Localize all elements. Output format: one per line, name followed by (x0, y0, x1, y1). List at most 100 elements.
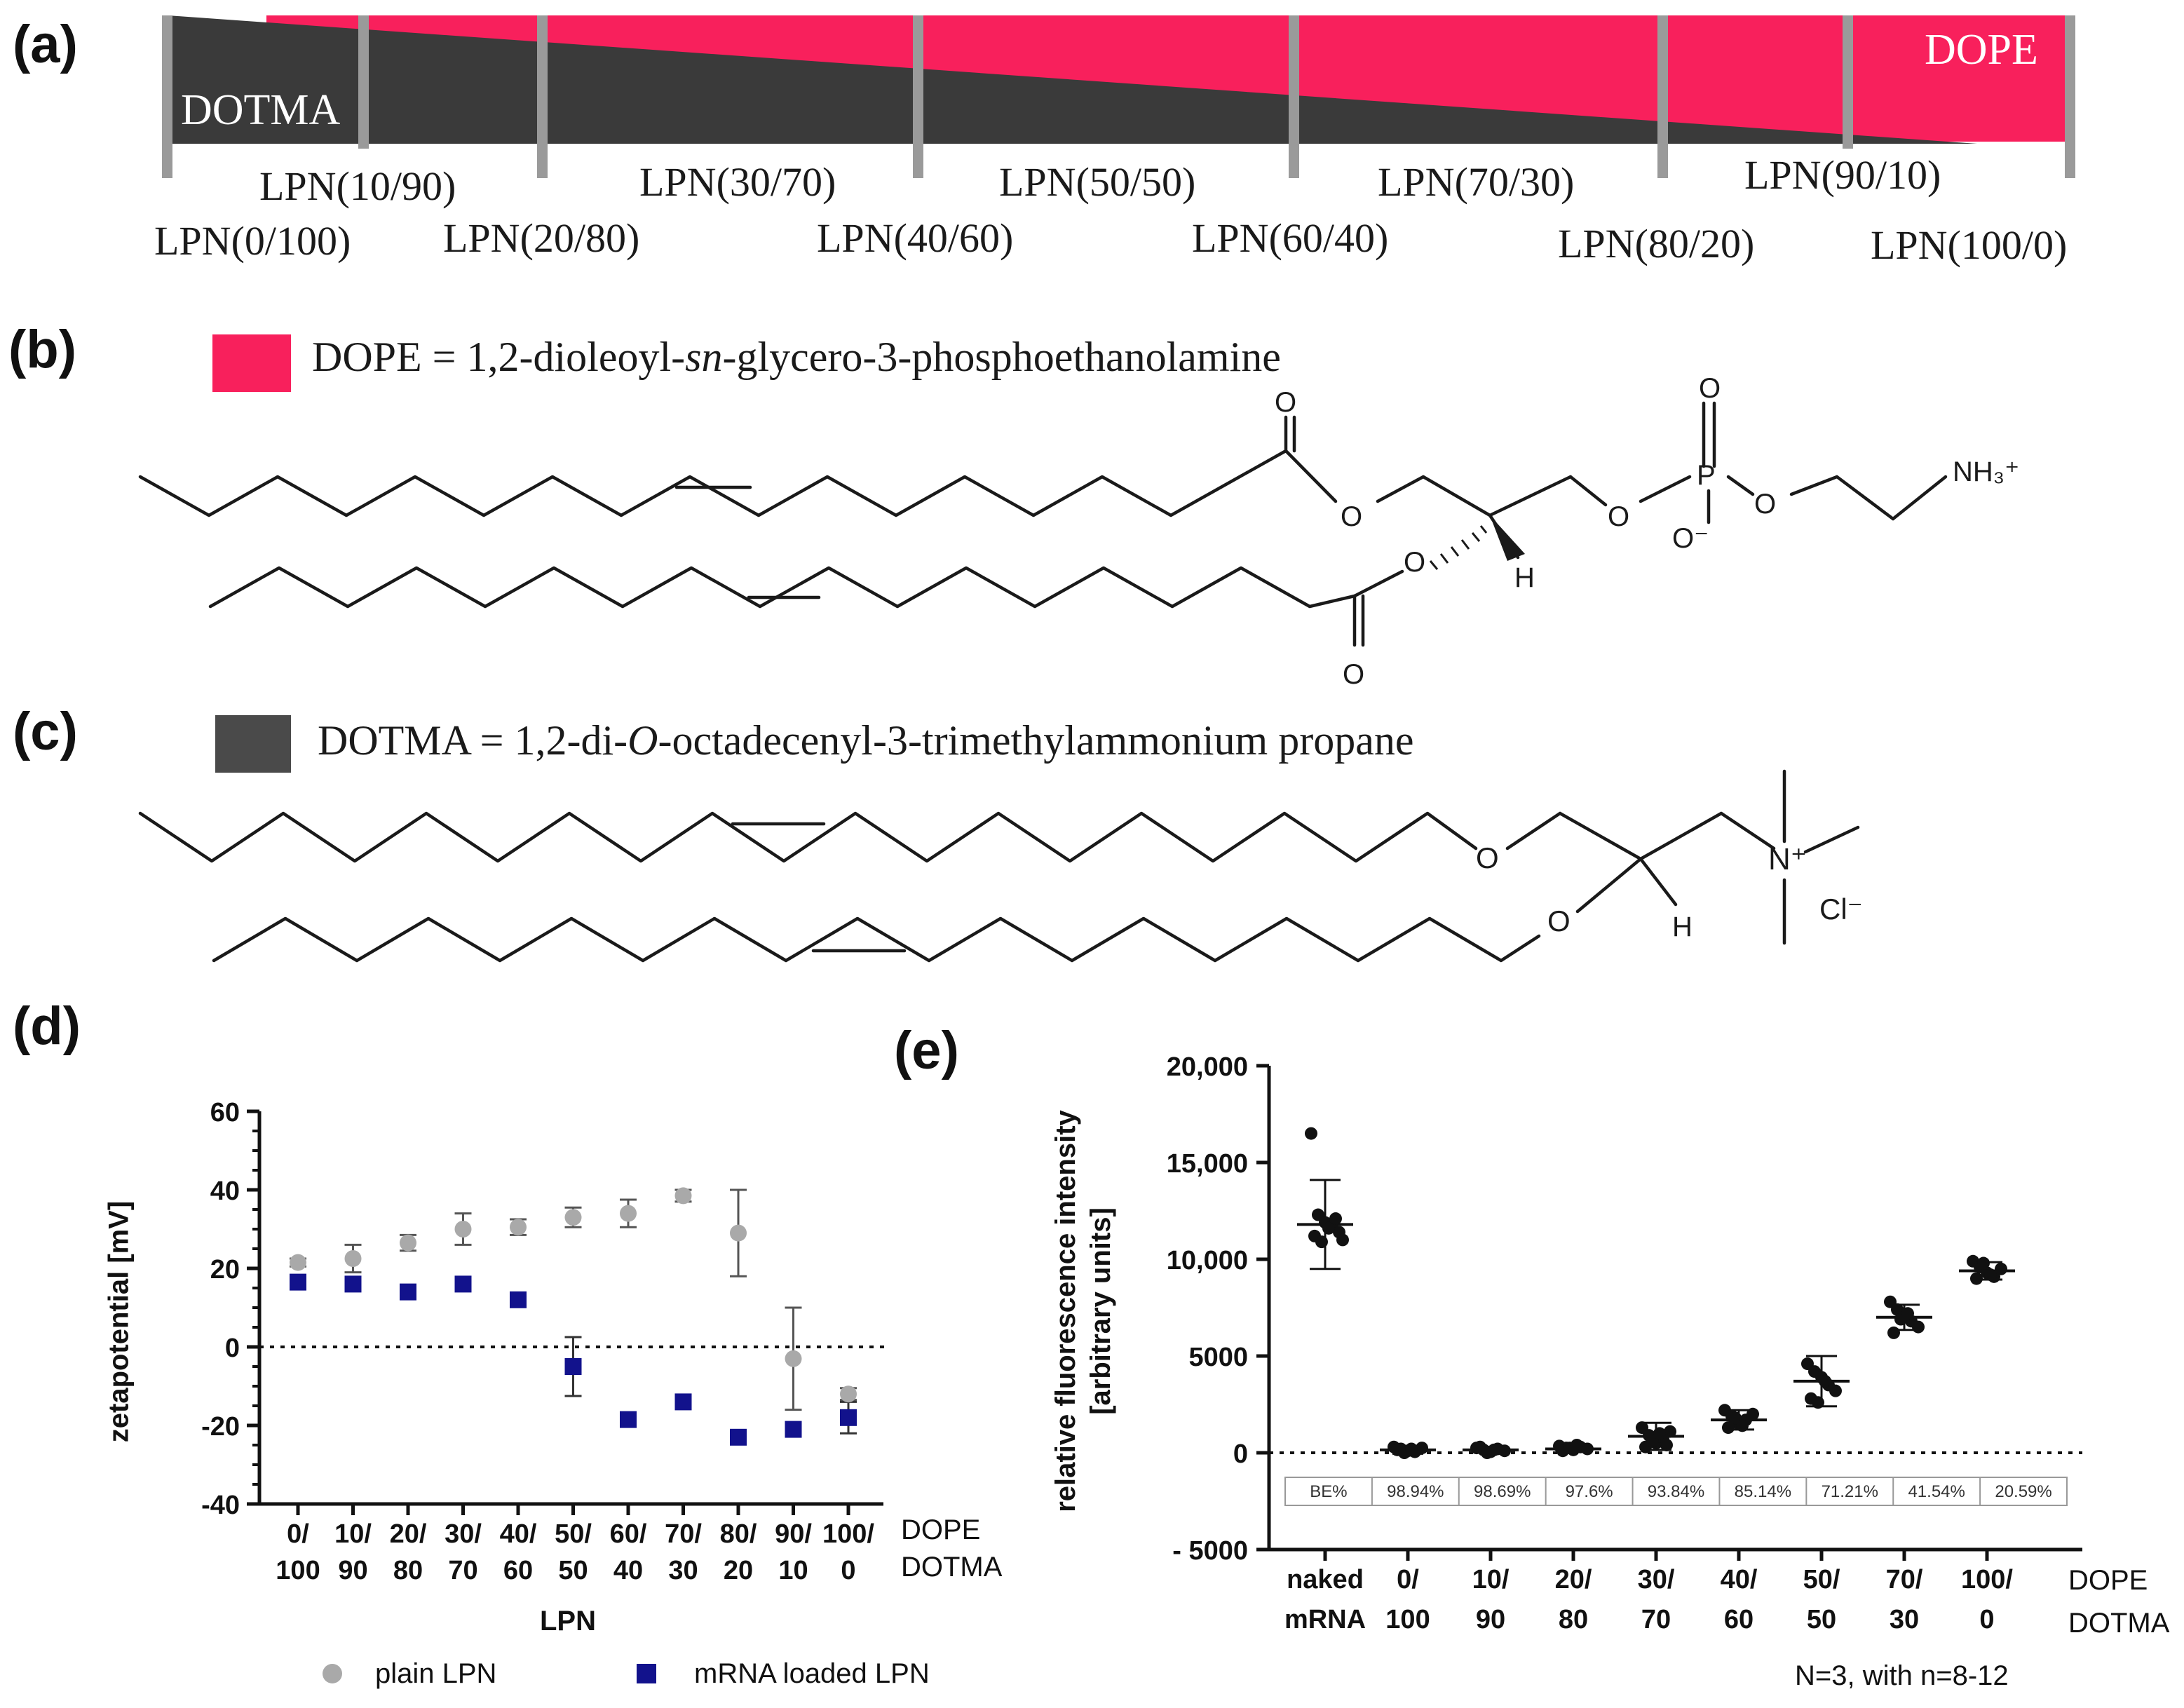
be-table-cell: 20.59% (1995, 1482, 2051, 1501)
fluor-point (1801, 1357, 1814, 1371)
fluor-point (1639, 1440, 1652, 1453)
fluor-ylabel-line1: relative fluorescence intensity (1050, 1110, 1081, 1512)
fluor-point (1739, 1414, 1752, 1427)
fluor-point (1653, 1427, 1666, 1440)
fluor-point (1746, 1407, 1759, 1421)
zeta-xtick-bottom: 100 (276, 1556, 320, 1585)
fluor-point (1322, 1221, 1335, 1235)
fluor-xtick-top: 40/ (1721, 1565, 1758, 1594)
fluor-point (1470, 1442, 1483, 1455)
panel-label-b: (b) (8, 320, 77, 379)
plain-lpn-point (840, 1385, 857, 1403)
zeta-xtick-bottom: 70 (448, 1556, 477, 1585)
zeta-xtick-bottom: 50 (558, 1556, 588, 1585)
dope-atom-h: H (1514, 562, 1535, 593)
zeta-ytick-label: -20 (201, 1412, 240, 1442)
fluor-xtick-bottom: 70 (1641, 1605, 1671, 1634)
fluor-point (1474, 1440, 1486, 1453)
lpn-label-40-60: LPN(40/60) (817, 215, 1014, 261)
fluor-point (1912, 1320, 1925, 1334)
plain-lpn-point (400, 1234, 416, 1252)
plain-lpn-point (454, 1221, 472, 1238)
panel-label-a: (a) (13, 15, 78, 74)
fluor-ylabel-anchor: relative fluorescence intensity [arbitra… (1050, 1110, 1118, 1512)
panel-label-c: (c) (13, 702, 78, 761)
plain-lpn-point (620, 1205, 637, 1222)
fluor-point (1308, 1229, 1321, 1242)
lpn-label-100-0: LPN(100/0) (1871, 222, 2068, 268)
fluor-ytick-label: - 5000 (1172, 1536, 1248, 1566)
fluor-xtick-top: 70/ (1886, 1565, 1923, 1594)
fluor-point (1812, 1396, 1824, 1409)
dope-atom-o-3: O (1608, 501, 1630, 532)
be-table-cell: BE% (1310, 1482, 1347, 1501)
fluor-point (1398, 1446, 1411, 1459)
fluor-point (1664, 1425, 1676, 1438)
mrna-lpn-point (840, 1409, 857, 1426)
be-table-cell: 85.14% (1735, 1482, 1791, 1501)
zeta-ytick-label: 20 (210, 1255, 240, 1285)
zeta-xtick-top: 0/ (287, 1519, 309, 1549)
fluor-xtick-top: naked (1287, 1565, 1364, 1594)
dotma-atom-cl: Cl⁻ (1819, 893, 1863, 926)
ratio-dividers (162, 15, 2075, 178)
fluor-point (1718, 1404, 1731, 1417)
fluor-xtick-top: 20/ (1555, 1565, 1592, 1594)
fluor-point (1312, 1208, 1324, 1221)
fluor-point (1815, 1371, 1828, 1384)
fluor-ylabel-line2: [arbitrary units] (1085, 1207, 1116, 1415)
plain-lpn-point (674, 1187, 692, 1205)
zeta-row-label-dope: DOPE (901, 1514, 981, 1545)
zeta-xtick-top: 100/ (822, 1519, 874, 1549)
zeta-xtick-top: 90/ (775, 1519, 812, 1549)
fluor-point (1416, 1442, 1428, 1455)
fluor-point (1887, 1326, 1900, 1339)
fluor-ytick-label: 15,000 (1167, 1149, 1248, 1179)
dotma-legend-swatch (215, 715, 291, 773)
fluor-ylabel: relative fluorescence intensity [arbitra… (1048, 1110, 1118, 1512)
fluor-ytick-label: 5000 (1188, 1343, 1248, 1372)
zeta-xtick-top: 40/ (500, 1519, 537, 1549)
plain-lpn-point (785, 1350, 802, 1367)
fluor-point (1884, 1295, 1897, 1308)
mrna-lpn-point (674, 1393, 692, 1411)
fluor-point (1729, 1411, 1742, 1425)
fluor-xtick-top: 30/ (1638, 1565, 1675, 1594)
lpn-label-60-40: LPN(60/40) (1192, 215, 1389, 261)
fluor-point (1388, 1440, 1400, 1453)
zeta-xtick-top: 60/ (610, 1519, 647, 1549)
fluor-point (1822, 1378, 1835, 1392)
fluor-point (1808, 1365, 1821, 1378)
fluor-ytick-label: 20,000 (1167, 1052, 1248, 1082)
fluor-point (1477, 1443, 1490, 1456)
fluor-point (1725, 1409, 1738, 1423)
legend-plain-marker (323, 1664, 342, 1683)
fluor-point (1905, 1315, 1918, 1328)
fluor-xtick-bottom: 90 (1476, 1605, 1505, 1634)
mrna-lpn-point (344, 1275, 362, 1293)
be-table-cell: 93.84% (1648, 1482, 1704, 1501)
fluor-point (1553, 1439, 1566, 1453)
mrna-lpn-point (290, 1273, 306, 1291)
dotma-atom-h: H (1672, 911, 1693, 942)
fluor-point (1326, 1220, 1338, 1233)
fluor-point (1574, 1440, 1587, 1453)
fluor-point (1567, 1443, 1580, 1456)
fluor-xtick-bottom: 50 (1807, 1605, 1836, 1634)
dope-atom-o-6: O (1404, 547, 1426, 578)
legend-mrna-marker (637, 1664, 656, 1683)
dope-atom-o-1: O (1275, 387, 1297, 418)
plain-lpn-point (510, 1219, 527, 1236)
fluor-point (1650, 1437, 1662, 1450)
lpn-label-70-30: LPN(70/30) (1378, 159, 1575, 205)
fluor-xtick-bottom: 30 (1890, 1605, 1919, 1634)
fluor-point (1805, 1392, 1817, 1405)
zeta-ytick-label: -40 (201, 1491, 240, 1520)
dotma-label: DOTMA (181, 86, 341, 134)
dotma-atom-o-2: O (1547, 904, 1571, 937)
fluor-point (1643, 1429, 1655, 1442)
fluor-point (1391, 1443, 1404, 1456)
lpn-label-30-70: LPN(30/70) (639, 159, 836, 205)
fluor-point (1736, 1419, 1749, 1432)
fluor-ytick-label: 10,000 (1167, 1246, 1248, 1275)
